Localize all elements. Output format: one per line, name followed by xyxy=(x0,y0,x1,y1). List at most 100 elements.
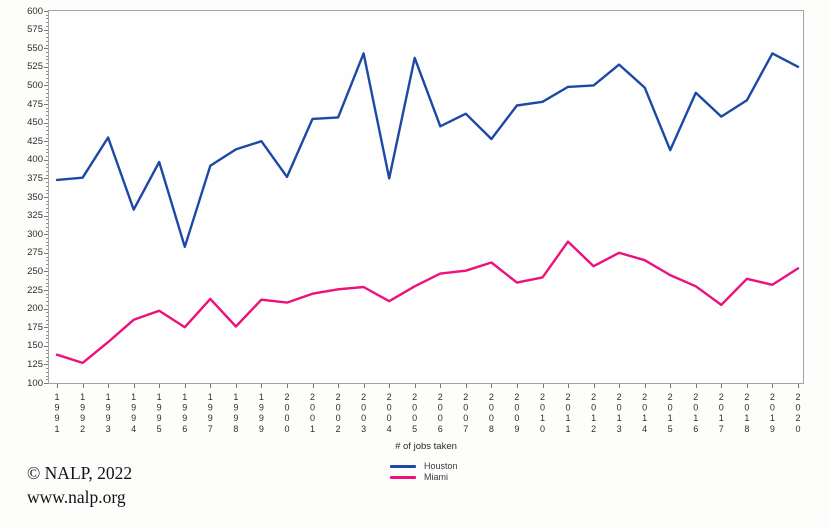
x-axis-label-1994: 1994 xyxy=(128,392,139,435)
y-minor-tick xyxy=(46,230,48,232)
y-axis-label: 550 xyxy=(27,42,43,54)
x-axis-label-2009: 2009 xyxy=(511,392,522,435)
y-minor-tick xyxy=(46,237,48,239)
y-minor-tick xyxy=(46,182,48,184)
y-minor-tick xyxy=(46,375,48,377)
y-axis-label: 525 xyxy=(27,61,43,73)
y-minor-tick xyxy=(46,219,48,221)
y-axis-label: 225 xyxy=(27,284,43,296)
y-minor-tick xyxy=(46,301,48,303)
y-minor-tick xyxy=(46,353,48,355)
x-tick xyxy=(108,384,110,388)
y-minor-tick xyxy=(46,226,48,228)
x-tick xyxy=(772,384,774,388)
x-axis-label-2004: 2004 xyxy=(384,392,395,435)
y-minor-tick xyxy=(46,111,48,113)
x-axis-label-2002: 2002 xyxy=(333,392,344,435)
x-axis-label-2011: 2011 xyxy=(563,392,573,435)
x-axis-label-1992: 1992 xyxy=(77,392,88,435)
y-minor-tick xyxy=(46,44,48,46)
y-minor-tick xyxy=(46,37,48,38)
y-minor-tick xyxy=(46,63,48,65)
y-minor-tick xyxy=(46,152,48,154)
y-minor-tick xyxy=(46,360,48,362)
x-axis-label-2017: 2017 xyxy=(716,392,727,435)
y-minor-tick xyxy=(46,342,48,344)
y-minor-tick xyxy=(46,316,48,317)
y-minor-tick xyxy=(46,304,48,306)
y-minor-tick xyxy=(46,267,48,269)
y-minor-tick xyxy=(46,78,48,79)
x-tick xyxy=(695,384,697,388)
x-tick xyxy=(721,384,723,388)
x-axis-label-2010: 2010 xyxy=(537,392,548,435)
y-minor-tick xyxy=(46,297,48,299)
x-tick xyxy=(287,384,288,388)
y-axis-label: 275 xyxy=(27,247,43,259)
y-minor-tick xyxy=(46,189,48,191)
x-tick xyxy=(261,384,263,388)
legend-swatch-houston xyxy=(390,464,416,468)
x-tick xyxy=(593,384,595,388)
x-tick xyxy=(184,384,186,388)
x-axis-label-2012: 2012 xyxy=(588,392,599,435)
y-axis-label: 400 xyxy=(27,154,43,166)
miami-series-line xyxy=(55,240,800,365)
x-axis-label-2000: 2000 xyxy=(282,392,292,435)
y-minor-tick xyxy=(46,241,48,243)
y-minor-tick xyxy=(46,338,48,340)
x-axis-label-2018: 2018 xyxy=(741,392,752,435)
y-major-tick xyxy=(44,66,48,68)
y-minor-tick xyxy=(46,174,48,176)
y-major-tick xyxy=(44,178,48,180)
x-tick xyxy=(440,384,442,388)
x-axis-label-2013: 2013 xyxy=(614,392,625,435)
website-text: www.nalp.org xyxy=(27,487,126,507)
x-tick xyxy=(235,384,237,388)
y-minor-tick xyxy=(46,293,48,295)
y-minor-tick xyxy=(46,185,48,187)
y-minor-tick xyxy=(46,223,48,224)
y-axis-label: 575 xyxy=(27,24,43,36)
x-axis-label-1991: 1991 xyxy=(52,392,62,435)
y-minor-tick xyxy=(46,371,48,373)
x-tick xyxy=(516,384,518,388)
x-tick xyxy=(465,384,467,388)
y-axis-label: 350 xyxy=(27,191,43,203)
y-minor-tick xyxy=(46,107,48,109)
x-tick xyxy=(159,384,161,388)
y-minor-tick xyxy=(46,249,48,251)
legend-row-houston: Houston xyxy=(390,461,462,471)
y-axis-label: 475 xyxy=(27,98,43,110)
y-minor-tick xyxy=(46,133,48,135)
y-minor-tick xyxy=(46,74,48,76)
y-axis-label: 250 xyxy=(27,265,43,277)
y-major-tick xyxy=(44,85,48,87)
legend-label-houston: Houston xyxy=(424,461,458,471)
x-axis-label-2019: 2019 xyxy=(767,392,778,435)
y-axis-label: 150 xyxy=(27,340,43,352)
x-axis-label-1996: 1996 xyxy=(179,392,190,435)
y-minor-tick xyxy=(46,25,48,27)
y-major-tick xyxy=(44,29,48,31)
y-minor-tick xyxy=(46,286,48,288)
y-minor-tick xyxy=(46,22,48,24)
x-tick xyxy=(542,384,544,388)
x-axis-label-2006: 2006 xyxy=(435,392,446,435)
y-minor-tick xyxy=(46,264,48,265)
x-tick xyxy=(82,384,84,388)
y-minor-tick xyxy=(46,357,48,358)
x-tick xyxy=(389,384,391,388)
copyright-text: © NALP, 2022 xyxy=(27,463,133,483)
y-minor-tick xyxy=(46,148,48,150)
y-minor-tick xyxy=(46,379,48,381)
y-minor-tick xyxy=(46,200,48,202)
y-minor-tick xyxy=(46,245,48,247)
y-axis-label: 125 xyxy=(27,358,43,370)
plot-area xyxy=(48,10,804,384)
y-major-tick xyxy=(44,383,48,384)
x-axis-label-1999: 1999 xyxy=(256,392,267,435)
y-major-tick xyxy=(44,122,48,124)
x-tick xyxy=(491,384,493,388)
